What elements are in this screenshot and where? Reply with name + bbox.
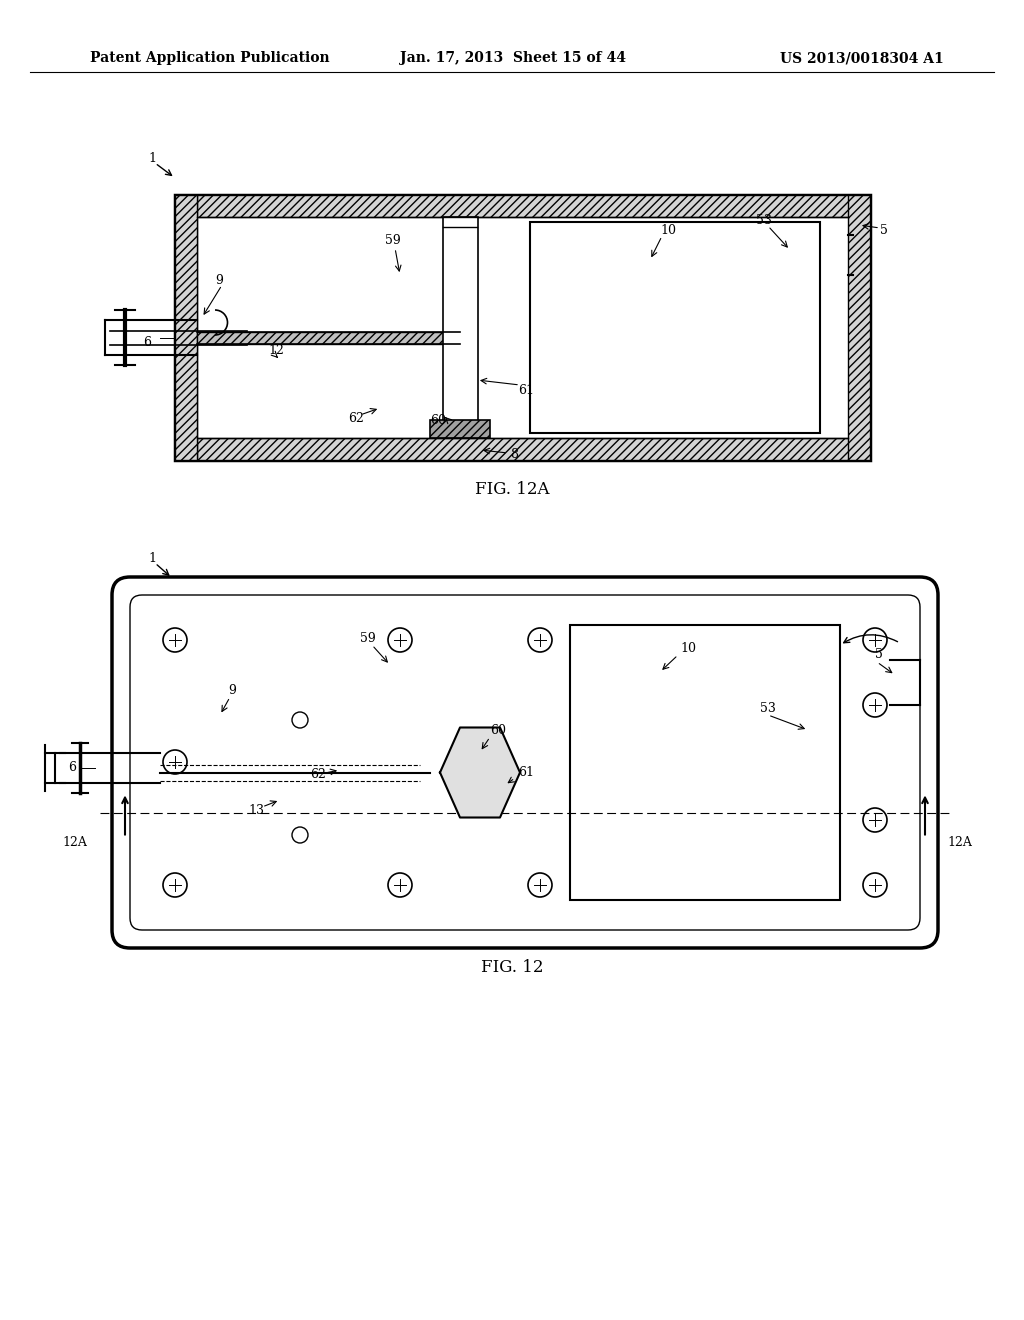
Text: 61: 61	[518, 384, 534, 396]
Text: 6: 6	[143, 337, 151, 348]
Text: 5: 5	[880, 223, 888, 236]
Text: US 2013/0018304 A1: US 2013/0018304 A1	[780, 51, 944, 65]
Bar	[175, 195, 870, 216]
Text: 8: 8	[510, 449, 518, 462]
FancyBboxPatch shape	[112, 577, 938, 948]
Text: 62: 62	[310, 768, 326, 781]
Text: FIG. 12: FIG. 12	[480, 960, 544, 977]
Bar	[848, 195, 870, 459]
Text: Jan. 17, 2013  Sheet 15 of 44: Jan. 17, 2013 Sheet 15 of 44	[400, 51, 626, 65]
Bar	[443, 216, 478, 438]
Bar	[175, 438, 870, 459]
Text: 10: 10	[660, 223, 676, 236]
Text: 1: 1	[148, 552, 156, 565]
Text: 12A: 12A	[947, 836, 973, 849]
Text: 9: 9	[228, 684, 236, 697]
Text: 62: 62	[348, 412, 364, 425]
Text: 60: 60	[430, 413, 446, 426]
Bar	[530, 222, 820, 433]
Text: 60: 60	[490, 723, 506, 737]
Text: 53: 53	[756, 214, 772, 227]
Text: 5: 5	[874, 648, 883, 661]
Text: 13: 13	[248, 804, 264, 817]
Bar	[175, 195, 197, 459]
Text: 12: 12	[268, 343, 284, 356]
FancyBboxPatch shape	[175, 195, 870, 459]
Polygon shape	[440, 727, 520, 817]
Text: 1: 1	[148, 152, 156, 165]
FancyBboxPatch shape	[570, 624, 840, 900]
Text: 61: 61	[518, 766, 534, 779]
Bar	[197, 331, 460, 343]
Text: 12A: 12A	[62, 836, 87, 849]
Text: 9: 9	[215, 273, 223, 286]
Text: 6: 6	[68, 762, 76, 774]
Text: 59: 59	[360, 631, 376, 644]
Text: 10: 10	[680, 642, 696, 655]
Text: FIG. 12A: FIG. 12A	[475, 482, 549, 499]
Text: 59: 59	[385, 234, 400, 247]
Text: 53: 53	[760, 701, 776, 714]
Text: Patent Application Publication: Patent Application Publication	[90, 51, 330, 65]
Bar	[175, 195, 197, 459]
Bar	[430, 420, 490, 438]
